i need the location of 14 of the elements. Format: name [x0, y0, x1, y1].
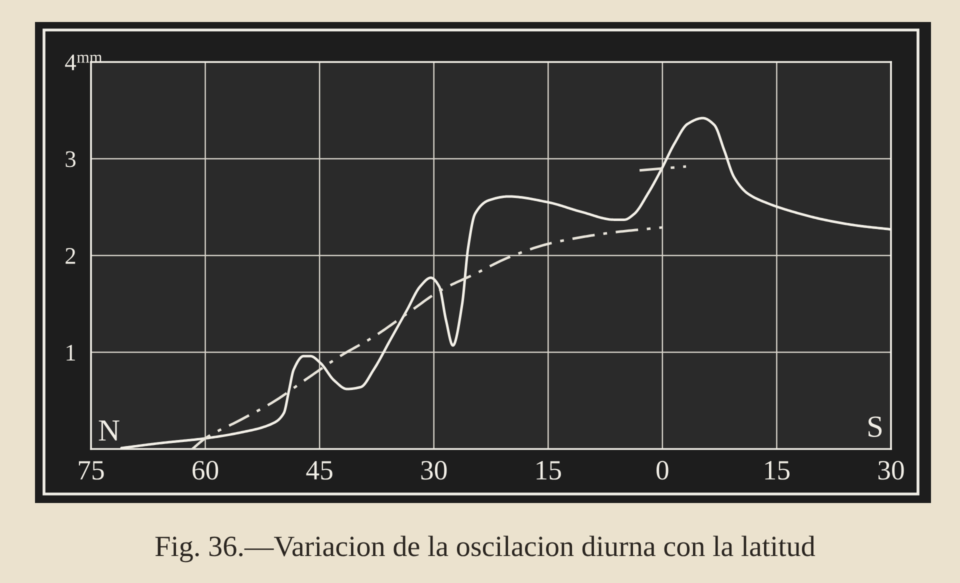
y-tick-label: 2 [66, 248, 76, 264]
x-tick-label: 0 [656, 460, 668, 480]
caption: Fig. 36.—Variacion de la oscilacion diurna con la latitud [155, 536, 816, 562]
annotation: S [868, 416, 882, 437]
x-tick-label: 30 [421, 460, 447, 480]
x-tick-label: 45 [306, 461, 332, 480]
y-tick-label: 1 [66, 344, 75, 360]
x-tick-label: 60 [192, 460, 218, 480]
annotation: N [98, 420, 120, 441]
x-tick-label: 15 [765, 461, 790, 480]
y-tick-label: 3 [66, 151, 76, 168]
x-tick-label: 30 [878, 460, 904, 480]
x-tick-label: 15 [536, 461, 561, 480]
x-tick-label: 75 [78, 461, 104, 480]
